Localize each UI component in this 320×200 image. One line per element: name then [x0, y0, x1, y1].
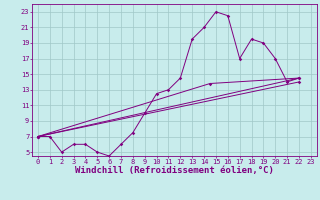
- X-axis label: Windchill (Refroidissement éolien,°C): Windchill (Refroidissement éolien,°C): [75, 166, 274, 175]
